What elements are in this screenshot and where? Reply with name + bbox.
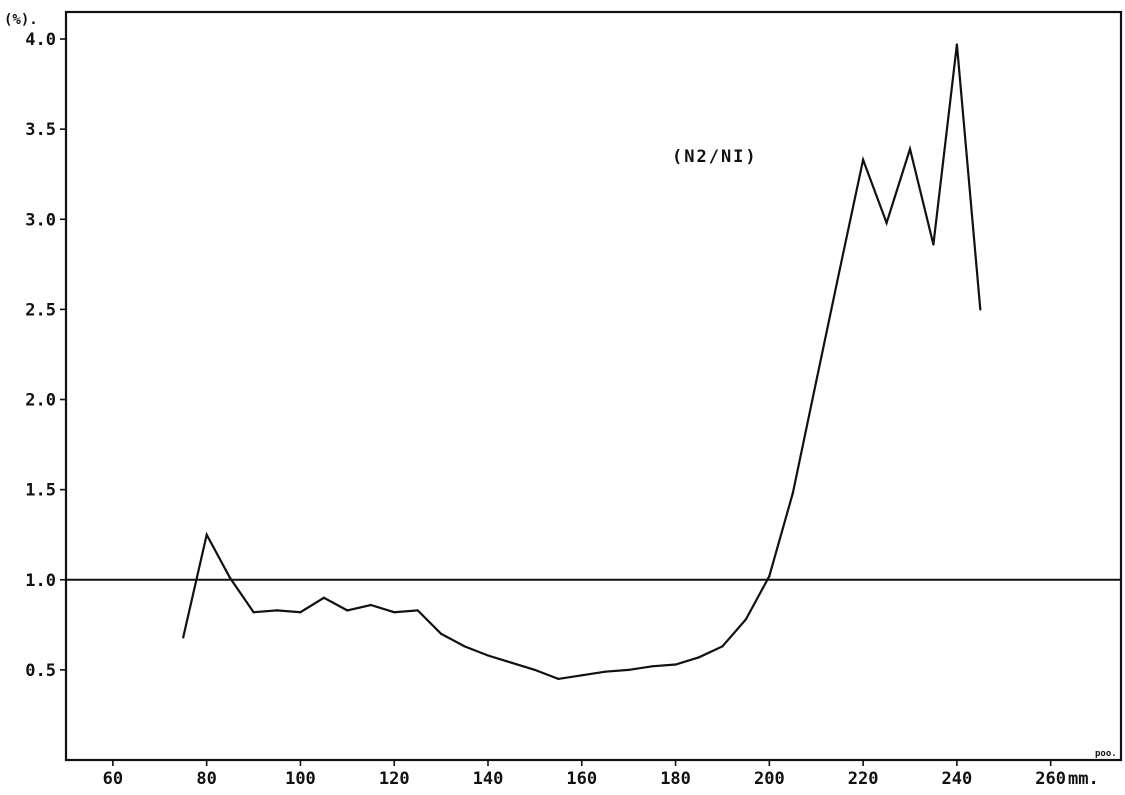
data-point bbox=[838, 268, 841, 271]
data-point bbox=[182, 636, 185, 639]
x-tick-label: 120 bbox=[379, 769, 410, 789]
x-tick-label: 100 bbox=[285, 769, 316, 789]
data-point bbox=[604, 670, 607, 673]
data-point bbox=[346, 609, 349, 612]
data-point bbox=[463, 645, 466, 648]
data-point bbox=[275, 609, 279, 612]
data-point bbox=[486, 654, 490, 657]
data-point bbox=[580, 674, 583, 677]
series-annotation: (N2/NI) bbox=[672, 147, 758, 167]
y-tick-label: 1.0 bbox=[25, 571, 56, 591]
data-point bbox=[322, 596, 325, 599]
data-point bbox=[768, 575, 771, 578]
data-point bbox=[885, 221, 888, 224]
data-point bbox=[229, 576, 232, 580]
data-point bbox=[299, 611, 302, 614]
data-point bbox=[627, 668, 630, 671]
series-layer bbox=[182, 43, 982, 681]
x-tick-label: 200 bbox=[754, 769, 785, 789]
data-point bbox=[674, 663, 677, 666]
data-point bbox=[557, 677, 560, 680]
y-tick-label: 3.5 bbox=[25, 120, 56, 140]
data-point bbox=[979, 308, 982, 311]
data-point bbox=[369, 603, 372, 607]
data-point bbox=[815, 380, 818, 383]
x-tick-label: 60 bbox=[103, 769, 123, 789]
axes: 60 80 100 120 140 160 180 200 220 240 260 0.5 1.0 1.5… bbox=[25, 10, 1123, 789]
x-tick-label: 240 bbox=[942, 769, 973, 789]
x-tick-label: 160 bbox=[566, 769, 597, 789]
y-tick-label: 2.5 bbox=[25, 300, 56, 320]
y-tick-label: 2.0 bbox=[25, 391, 56, 411]
data-point bbox=[440, 632, 443, 635]
plot-frame bbox=[64, 10, 1123, 762]
y-tick-label: 0.5 bbox=[25, 661, 56, 681]
data-point bbox=[955, 43, 958, 46]
x-tick-label: 80 bbox=[196, 769, 216, 789]
data-point bbox=[393, 611, 396, 614]
data-point bbox=[651, 665, 654, 668]
data-point bbox=[697, 656, 701, 659]
y-tick-label: 3.0 bbox=[25, 210, 56, 230]
x-tick-label: 180 bbox=[660, 769, 691, 789]
data-point bbox=[416, 609, 419, 612]
y-tick-label: 1.5 bbox=[25, 481, 56, 501]
data-point bbox=[908, 147, 912, 151]
y-tick-label: 4.0 bbox=[25, 30, 56, 50]
x-tick-label: 220 bbox=[848, 769, 879, 789]
data-point bbox=[533, 668, 536, 671]
x-axis-unit-label: mm. bbox=[1068, 769, 1099, 789]
labels: (%). mm. poo. (N2/NI) bbox=[4, 12, 1117, 789]
data-point bbox=[744, 618, 747, 621]
data-point bbox=[862, 158, 865, 161]
y-axis-unit-label: (%). bbox=[4, 12, 38, 28]
x-tick-label: 140 bbox=[473, 769, 504, 789]
data-point bbox=[252, 611, 255, 614]
data-point bbox=[791, 492, 794, 495]
data-point bbox=[932, 243, 935, 246]
x-axis-unit-superscript: poo. bbox=[1095, 749, 1117, 759]
x-tick-label: 260 bbox=[1035, 769, 1066, 789]
data-point bbox=[510, 661, 513, 664]
data-point bbox=[205, 533, 208, 536]
series-line bbox=[182, 44, 982, 681]
data-point bbox=[721, 645, 724, 648]
